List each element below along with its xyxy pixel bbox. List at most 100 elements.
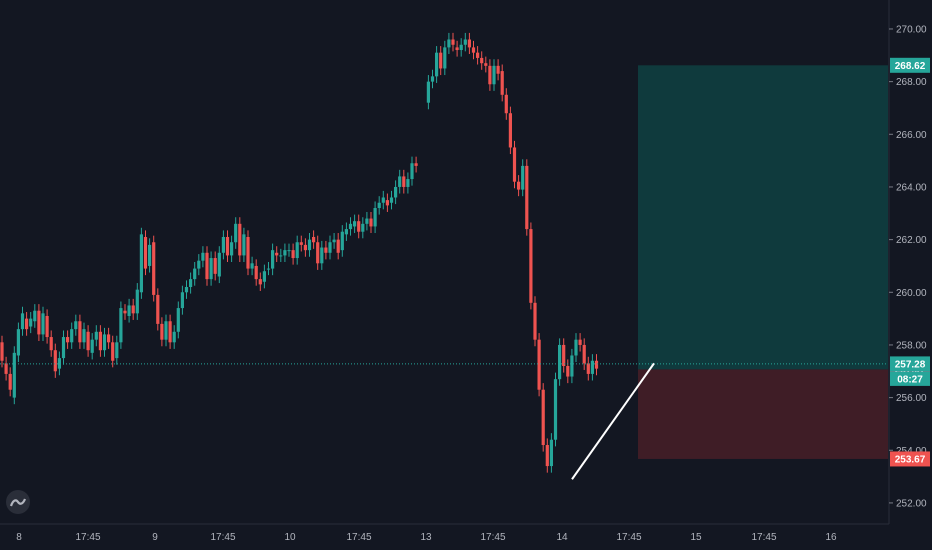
candle-body [558, 344, 562, 380]
candle-body [41, 313, 45, 335]
candle-body [553, 379, 558, 440]
candle-body [127, 305, 131, 316]
candle-body [414, 163, 418, 166]
candle-body [254, 265, 258, 280]
candle-body [574, 339, 578, 356]
x-tick-label: 9 [152, 532, 158, 543]
candle-body [381, 197, 385, 203]
candle-body [184, 287, 189, 293]
candle-body [176, 308, 180, 332]
candle-body [0, 342, 4, 361]
stop-zone [638, 369, 888, 459]
candle-body [45, 315, 49, 338]
candle-body [4, 363, 8, 374]
candle-body [57, 358, 61, 369]
candle-body [258, 279, 262, 285]
candle-body [107, 334, 111, 343]
candle-body [582, 344, 586, 364]
candle-body [324, 247, 328, 253]
candle-body [336, 239, 340, 253]
candle-body [463, 39, 467, 45]
candle-body [20, 313, 25, 330]
x-tick-label: 13 [420, 532, 432, 543]
candle-body [283, 250, 287, 256]
x-tick-label: 16 [825, 532, 837, 543]
candle-body [123, 310, 127, 314]
candle-body [168, 321, 172, 343]
candle-body [508, 113, 512, 148]
candle-body [135, 289, 139, 314]
candle-body [426, 81, 430, 103]
y-tick-label: 270.00 [896, 24, 927, 35]
x-tick-label: 17:45 [616, 532, 641, 543]
y-tick-label: 258.00 [896, 340, 927, 351]
candle-body [451, 39, 455, 45]
candle-body [98, 331, 102, 351]
candle-body [512, 147, 517, 182]
candle-body [504, 94, 508, 114]
candle-body [344, 229, 348, 235]
candle-body [492, 65, 496, 85]
candle-body [439, 52, 443, 69]
price-label-2: 253.67 [895, 454, 926, 465]
candle-body [49, 337, 53, 351]
candle-body [61, 337, 66, 359]
tradingview-logo-icon[interactable] [6, 490, 30, 514]
candle-body [541, 389, 545, 446]
countdown-bg [890, 371, 930, 386]
candle-body [25, 318, 29, 330]
candle-body [53, 350, 57, 372]
y-tick-label: 256.00 [896, 393, 927, 404]
x-tick-label: 17:45 [75, 532, 100, 543]
candle-body [156, 294, 160, 324]
candle-body [16, 329, 20, 356]
candle-body [590, 360, 594, 374]
y-tick-label: 260.00 [896, 288, 927, 299]
candle-body [8, 373, 12, 390]
y-tick-label: 264.00 [896, 182, 927, 193]
candle-body [394, 186, 398, 198]
candle-body [328, 242, 332, 253]
candle-body [517, 181, 521, 190]
candle-body [303, 244, 307, 251]
candle-body [488, 65, 492, 85]
x-tick-label: 15 [690, 532, 702, 543]
candle-body [201, 252, 205, 261]
y-tick-label: 252.00 [896, 498, 927, 509]
candle-body [180, 292, 184, 309]
candle-body [262, 271, 266, 282]
candle-body [160, 323, 164, 340]
candle-body [266, 268, 271, 270]
candle-body [33, 310, 37, 322]
candle-body [74, 321, 78, 330]
candle-body [435, 52, 439, 77]
y-tick-label: 266.00 [896, 130, 927, 141]
candle-body [82, 329, 86, 343]
candle-body [389, 197, 394, 203]
candle-body [348, 223, 353, 230]
candle-body [578, 339, 582, 345]
y-tick-label: 254.00 [896, 446, 927, 457]
candle-body [562, 344, 566, 367]
candle-body [586, 363, 590, 374]
candle-body [29, 318, 33, 327]
price-label-2-bg [890, 451, 930, 467]
candle-body [406, 179, 410, 187]
candle-body [549, 439, 553, 467]
candle-body [221, 236, 225, 253]
candle-body [242, 234, 246, 256]
candle-body [90, 339, 94, 353]
last-price-label-bg [890, 356, 930, 372]
candle-body [152, 242, 156, 295]
candle-body [410, 163, 414, 180]
candle-body [111, 342, 115, 361]
candle-body [459, 44, 463, 51]
candle-body [320, 247, 324, 264]
price-label-0-bg [890, 57, 930, 73]
candle-body [398, 176, 402, 187]
candle-body [373, 208, 377, 227]
candle-body [148, 244, 152, 266]
candle-body [467, 39, 471, 48]
